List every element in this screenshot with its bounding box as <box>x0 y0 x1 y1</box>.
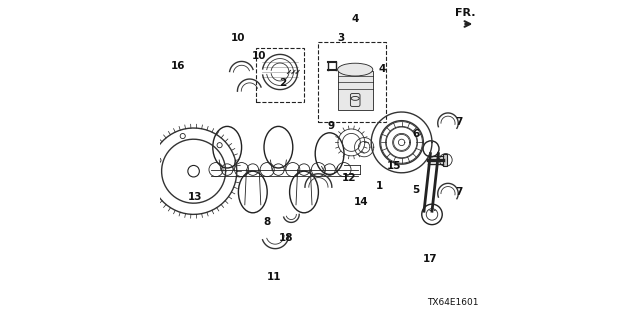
Text: 8: 8 <box>264 217 271 228</box>
Text: 15: 15 <box>387 161 401 172</box>
Text: 18: 18 <box>279 233 294 244</box>
Text: 5: 5 <box>412 185 420 196</box>
Text: 6: 6 <box>412 129 420 140</box>
Text: 7: 7 <box>456 187 463 197</box>
Bar <box>443 154 447 166</box>
Text: 13: 13 <box>188 192 202 202</box>
Bar <box>338 71 372 109</box>
Text: FR.: FR. <box>455 8 476 18</box>
Text: 7: 7 <box>456 116 463 127</box>
Text: 17: 17 <box>423 254 438 264</box>
Text: 10: 10 <box>231 33 246 44</box>
Bar <box>256 48 304 102</box>
Text: 1: 1 <box>376 180 383 191</box>
Text: 4: 4 <box>351 14 359 24</box>
Text: 12: 12 <box>342 172 356 183</box>
Bar <box>319 42 385 122</box>
Text: 9: 9 <box>328 121 335 132</box>
Text: 10: 10 <box>252 51 266 61</box>
Text: 11: 11 <box>266 272 281 282</box>
Text: 3: 3 <box>337 33 344 44</box>
Text: TX64E1601: TX64E1601 <box>427 298 479 307</box>
Text: 14: 14 <box>355 196 369 207</box>
Text: 2: 2 <box>280 78 287 88</box>
Ellipse shape <box>338 63 372 76</box>
Text: 16: 16 <box>170 60 185 71</box>
Text: 4: 4 <box>379 64 386 74</box>
